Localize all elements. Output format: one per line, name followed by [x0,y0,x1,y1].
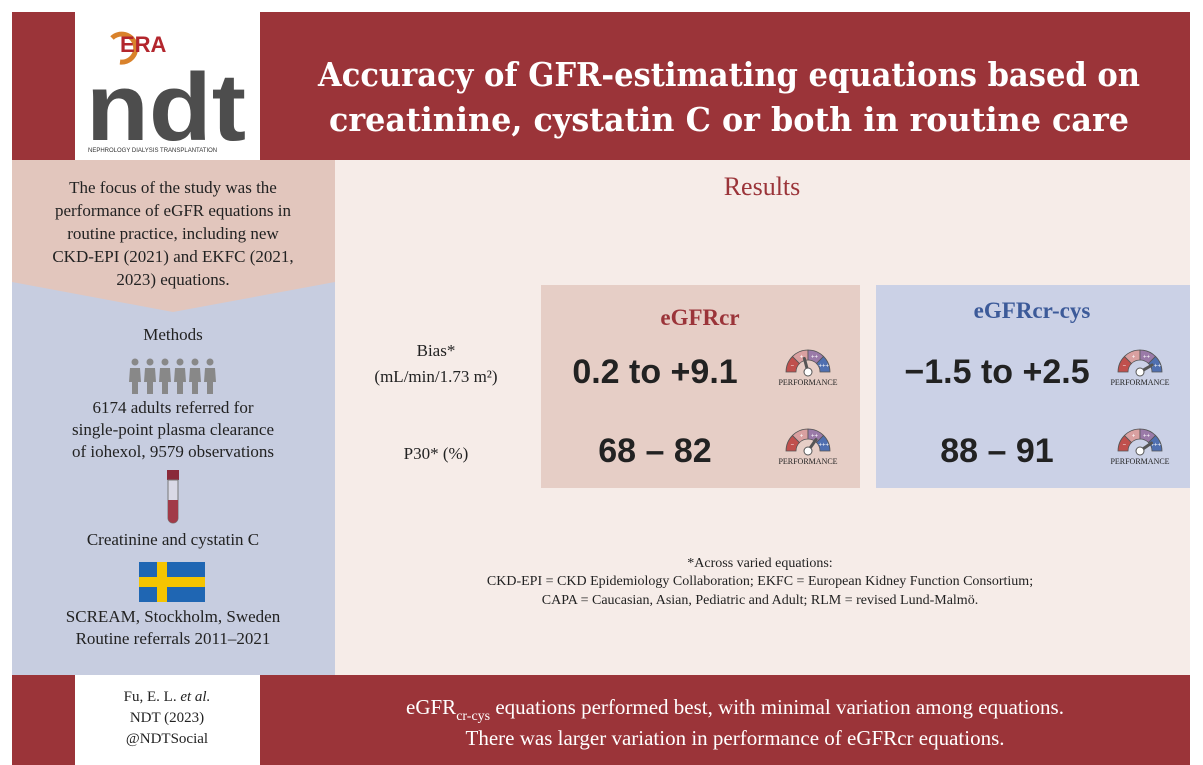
gauge-scale: ++ [811,354,819,360]
gauge-label: PERFORMANCE [1110,378,1169,387]
gauge-scale: +++ [1150,363,1161,369]
methods-text: single-point plasma clearance [72,420,274,439]
conclusion: There was larger variation in performanc… [466,726,1005,750]
results-heading: Results [724,172,801,201]
gauge-hub [803,367,813,377]
gauge-scale: − [1123,363,1127,369]
gauge-scale: − [1123,442,1127,448]
citation: Fu, E. L. et al. [124,689,211,705]
person-body [189,368,201,394]
focus-panel [12,160,335,312]
methods-text: SCREAM, Stockholm, Sweden [66,607,281,626]
gauge-segment [1147,355,1163,373]
person-head [206,358,214,366]
methods-text: of iohexol, 9579 observations [72,442,274,461]
person-head [191,358,199,366]
person-body [204,368,216,394]
gauge: −+ +++++PERFORMANCE [778,349,838,387]
sweden-flag [139,562,205,602]
focus-text: routine practice, including new [67,224,279,243]
gauge: −+ +++++PERFORMANCE [1110,349,1170,387]
gauge-scale: + [800,354,804,360]
title-line: Accuracy of GFR-estimating equations bas… [317,55,1140,94]
person-body [129,368,141,394]
conclusion-prefix: eGFR [406,695,456,719]
gauge-label: PERFORMANCE [1110,457,1169,466]
gauge-hub [1135,367,1145,377]
column-heading: eGFRcr-cys [974,298,1091,323]
gauge: −+ +++++PERFORMANCE [778,428,838,466]
person-body [144,368,156,394]
person-head [161,358,169,366]
citation-etal: et al. [180,689,210,705]
gauge-label: PERFORMANCE [778,378,837,387]
gauge: −+ +++++PERFORMANCE [1110,428,1170,466]
gauge-label: PERFORMANCE [778,457,837,466]
logo-arc [110,31,139,65]
gauge-scale: +++ [818,363,829,369]
row-label: Bias* [417,341,456,360]
citation-author: Fu, E. L. [124,689,177,705]
person-body [174,368,186,394]
footnote: *Across varied equations: [687,556,832,571]
focus-text: The focus of the study was the [69,178,277,197]
result-value: 68 – 82 [598,432,711,470]
logo-ndt: ndt [86,54,246,161]
person-head [131,358,139,366]
citation-box [75,675,260,765]
gauge-segment [815,355,831,373]
column-heading: eGFRcr [660,305,739,330]
gauge-scale: ++ [811,433,819,439]
footnote: CAPA = Caucasian, Asian, Pediatric and A… [542,593,978,608]
title-line: creatinine, cystatin C or both in routin… [329,100,1129,139]
gauge-hub [1135,446,1145,456]
person-body [159,368,171,394]
gauge-hub [803,446,813,456]
citation: NDT (2023) [130,710,204,726]
tube-icon [167,470,179,524]
gauge-scale: + [1132,354,1136,360]
gauge-scale: − [791,363,795,369]
gauge-scale: + [1132,433,1136,439]
gauge-segment [815,434,831,452]
row-label: P30* (%) [404,444,469,463]
gauge-scale: ++ [1143,433,1151,439]
focus-text: 2023) equations. [116,270,229,289]
result-value: 0.2 to +9.1 [572,353,737,391]
focus-text: performance of eGFR equations in [55,201,292,220]
methods-text: Creatinine and cystatin C [87,530,259,549]
citation: @NDTSocial [126,731,208,747]
gauge-scale: ++ [1143,354,1151,360]
result-value: 88 – 91 [940,432,1053,470]
methods-text: 6174 adults referred for [93,398,254,417]
gauge-scale: +++ [1150,442,1161,448]
logo-tagline: NEPHROLOGY DIALYSIS TRANSPLANTATION [88,148,217,154]
gauge-scale: +++ [818,442,829,448]
gauge-scale: − [791,442,795,448]
person-head [146,358,154,366]
people-icon [129,358,216,394]
logo-box [75,12,260,160]
conclusion-text: equations performed best, with minimal v… [490,695,1064,719]
conclusion: eGFRcr-cys equations performed best, wit… [406,695,1064,724]
conclusion-subscript: cr-cys [456,709,490,724]
row-label: (mL/min/1.73 m²) [374,367,497,386]
result-value: −1.5 to +2.5 [904,353,1089,391]
gauge-scale: + [800,433,804,439]
methods-heading: Methods [143,325,203,344]
logo-era: ERA [120,32,167,57]
person-head [176,358,184,366]
methods-text: Routine referrals 2011–2021 [76,629,271,648]
focus-text: CKD-EPI (2021) and EKFC (2021, [52,247,293,266]
footnote: CKD-EPI = CKD Epidemiology Collaboration… [487,574,1033,589]
